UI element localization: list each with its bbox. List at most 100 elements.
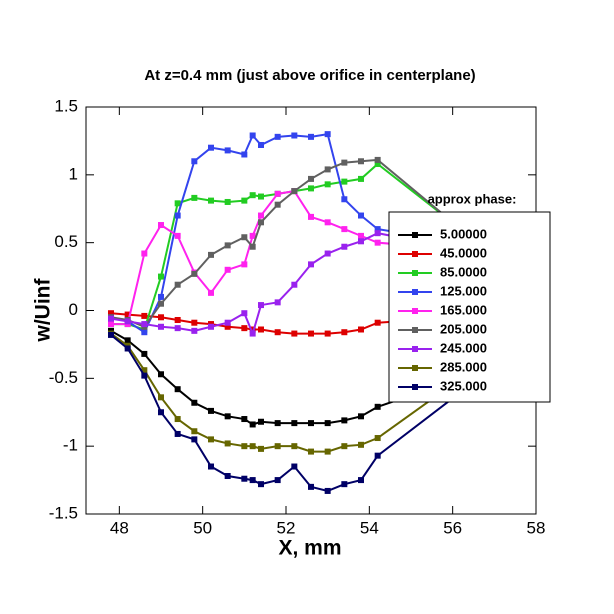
point [241, 310, 248, 317]
point [308, 330, 314, 337]
point [258, 445, 264, 452]
point [358, 413, 364, 420]
point [241, 475, 248, 482]
point [108, 321, 114, 328]
point [208, 144, 214, 151]
point [274, 201, 281, 208]
point [258, 326, 264, 333]
point [341, 178, 348, 185]
point [158, 222, 164, 229]
legend-swatch [412, 327, 418, 333]
point [258, 193, 264, 200]
point [108, 331, 114, 338]
point [141, 372, 148, 379]
point [274, 299, 281, 306]
point [308, 261, 314, 268]
point [274, 133, 281, 140]
point [158, 293, 164, 300]
point [191, 327, 198, 334]
point [191, 194, 198, 201]
point [341, 226, 348, 233]
point [124, 311, 131, 318]
point [274, 420, 281, 427]
point [358, 441, 364, 448]
point [158, 394, 164, 401]
y-tick-label: 1 [69, 164, 78, 183]
point [158, 273, 164, 280]
point [324, 166, 331, 173]
point [174, 316, 181, 323]
x-tick-label: 52 [277, 518, 296, 537]
point [258, 302, 264, 309]
point [374, 403, 381, 410]
point [224, 147, 231, 154]
point [224, 440, 231, 447]
legend-swatch [412, 270, 418, 276]
point [124, 337, 131, 344]
legend-swatch [412, 289, 418, 295]
point [158, 300, 164, 307]
y-tick-label: 0 [69, 300, 78, 319]
point [108, 315, 114, 322]
point [249, 330, 256, 337]
point [358, 158, 364, 165]
point [258, 219, 264, 226]
point [374, 452, 381, 459]
point [141, 367, 148, 374]
point [241, 443, 248, 450]
point [258, 212, 264, 219]
point [358, 238, 364, 245]
point [191, 428, 198, 435]
point [224, 266, 231, 273]
point [324, 131, 331, 138]
point [141, 329, 148, 336]
point [341, 329, 348, 336]
point [324, 487, 331, 494]
point [341, 417, 348, 424]
point [158, 323, 164, 330]
point [191, 399, 198, 406]
point [291, 463, 298, 470]
point [374, 230, 381, 237]
point [249, 443, 256, 450]
point [174, 212, 181, 219]
point [191, 319, 198, 326]
point [241, 197, 248, 204]
point [341, 243, 348, 250]
point [374, 239, 381, 246]
point [341, 159, 348, 166]
legend-swatch [412, 308, 418, 314]
point [208, 407, 214, 414]
point [258, 481, 264, 488]
point [291, 330, 298, 337]
point [358, 477, 364, 484]
x-tick-label: 58 [527, 518, 546, 537]
point [274, 443, 281, 450]
point [249, 326, 256, 333]
point [224, 319, 231, 326]
point [258, 418, 264, 425]
x-tick-label: 54 [360, 518, 379, 537]
point [191, 270, 198, 277]
legend-label: 205.000 [440, 321, 487, 336]
x-tick-label: 56 [443, 518, 462, 537]
point [208, 436, 214, 443]
x-axis-label: X, mm [278, 537, 341, 560]
legend-title: approx phase: [428, 191, 517, 206]
point [374, 226, 381, 233]
point [208, 323, 214, 330]
point [249, 192, 256, 199]
x-tick-label: 50 [193, 518, 212, 537]
chart-title: At z=0.4 mm (just above orifice in cente… [144, 67, 475, 84]
point [324, 181, 331, 188]
point [308, 448, 314, 455]
legend-label: 165.000 [440, 302, 487, 317]
point [324, 420, 331, 427]
point [341, 481, 348, 488]
point [208, 251, 214, 258]
point [224, 198, 231, 205]
point [241, 151, 248, 158]
point [291, 188, 298, 195]
point [374, 160, 381, 167]
